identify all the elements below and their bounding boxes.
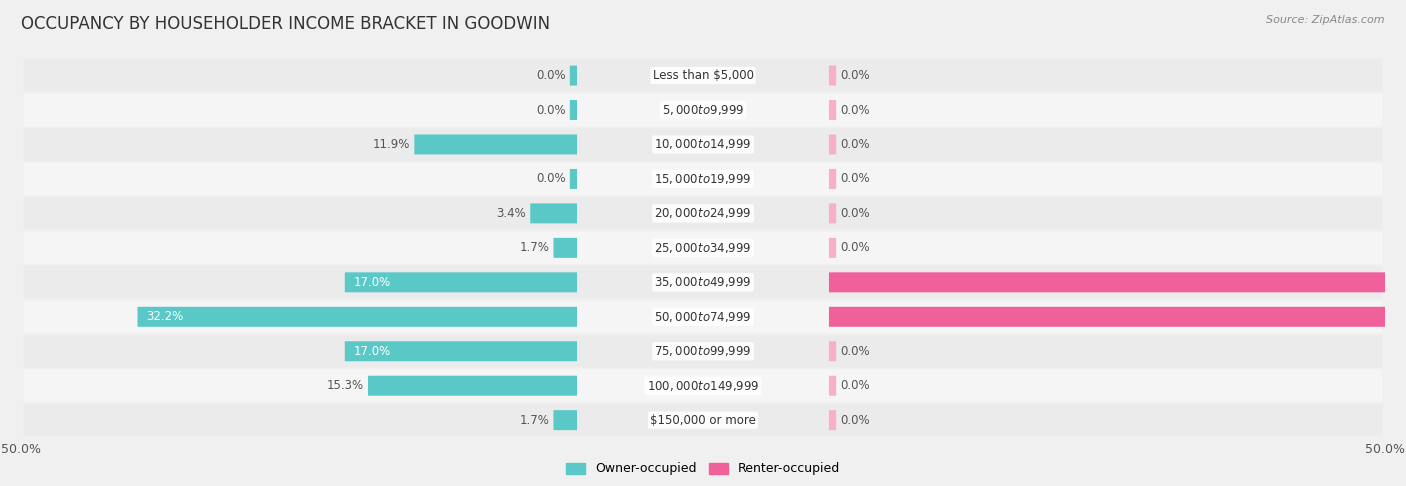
Text: $5,000 to $9,999: $5,000 to $9,999 [662, 103, 744, 117]
Text: 0.0%: 0.0% [839, 242, 870, 254]
Legend: Owner-occupied, Renter-occupied: Owner-occupied, Renter-occupied [561, 457, 845, 481]
Text: 1.7%: 1.7% [520, 414, 550, 427]
FancyBboxPatch shape [24, 369, 1382, 402]
FancyBboxPatch shape [569, 66, 576, 86]
Text: 0.0%: 0.0% [536, 173, 567, 186]
FancyBboxPatch shape [830, 376, 837, 396]
Text: 0.0%: 0.0% [839, 345, 870, 358]
FancyBboxPatch shape [24, 404, 1382, 436]
Text: Source: ZipAtlas.com: Source: ZipAtlas.com [1267, 15, 1385, 25]
Text: 0.0%: 0.0% [839, 379, 870, 392]
FancyBboxPatch shape [344, 272, 576, 292]
Text: 32.2%: 32.2% [146, 310, 183, 323]
FancyBboxPatch shape [830, 238, 837, 258]
Text: Less than $5,000: Less than $5,000 [652, 69, 754, 82]
Text: $100,000 to $149,999: $100,000 to $149,999 [647, 379, 759, 393]
FancyBboxPatch shape [830, 204, 837, 224]
FancyBboxPatch shape [344, 341, 576, 361]
FancyBboxPatch shape [830, 341, 837, 361]
FancyBboxPatch shape [554, 238, 576, 258]
FancyBboxPatch shape [368, 376, 576, 396]
FancyBboxPatch shape [24, 266, 1382, 298]
Text: $50,000 to $74,999: $50,000 to $74,999 [654, 310, 752, 324]
Text: 0.0%: 0.0% [536, 69, 567, 82]
Text: 0.0%: 0.0% [839, 414, 870, 427]
FancyBboxPatch shape [830, 169, 837, 189]
FancyBboxPatch shape [24, 300, 1382, 333]
Text: 17.0%: 17.0% [353, 345, 391, 358]
Text: 0.0%: 0.0% [839, 207, 870, 220]
Text: 0.0%: 0.0% [839, 69, 870, 82]
FancyBboxPatch shape [830, 307, 1406, 327]
FancyBboxPatch shape [554, 410, 576, 430]
FancyBboxPatch shape [830, 272, 1406, 292]
Text: 17.0%: 17.0% [353, 276, 391, 289]
FancyBboxPatch shape [138, 307, 576, 327]
FancyBboxPatch shape [830, 410, 837, 430]
FancyBboxPatch shape [24, 163, 1382, 195]
Text: $10,000 to $14,999: $10,000 to $14,999 [654, 138, 752, 152]
Text: 11.9%: 11.9% [373, 138, 411, 151]
FancyBboxPatch shape [24, 197, 1382, 229]
FancyBboxPatch shape [530, 204, 576, 224]
Text: 0.0%: 0.0% [839, 138, 870, 151]
Text: 0.0%: 0.0% [839, 104, 870, 117]
Text: 0.0%: 0.0% [536, 104, 567, 117]
FancyBboxPatch shape [830, 135, 837, 155]
FancyBboxPatch shape [24, 59, 1382, 92]
Text: $75,000 to $99,999: $75,000 to $99,999 [654, 344, 752, 358]
Text: $25,000 to $34,999: $25,000 to $34,999 [654, 241, 752, 255]
Text: $35,000 to $49,999: $35,000 to $49,999 [654, 276, 752, 289]
Text: $150,000 or more: $150,000 or more [650, 414, 756, 427]
FancyBboxPatch shape [24, 232, 1382, 264]
FancyBboxPatch shape [24, 128, 1382, 161]
Text: 1.7%: 1.7% [520, 242, 550, 254]
FancyBboxPatch shape [24, 335, 1382, 367]
FancyBboxPatch shape [569, 100, 576, 120]
Text: 0.0%: 0.0% [839, 173, 870, 186]
Text: $20,000 to $24,999: $20,000 to $24,999 [654, 207, 752, 220]
FancyBboxPatch shape [24, 94, 1382, 126]
FancyBboxPatch shape [830, 100, 837, 120]
FancyBboxPatch shape [415, 135, 576, 155]
Text: $15,000 to $19,999: $15,000 to $19,999 [654, 172, 752, 186]
Text: 15.3%: 15.3% [328, 379, 364, 392]
Text: OCCUPANCY BY HOUSEHOLDER INCOME BRACKET IN GOODWIN: OCCUPANCY BY HOUSEHOLDER INCOME BRACKET … [21, 15, 550, 33]
FancyBboxPatch shape [830, 66, 837, 86]
FancyBboxPatch shape [569, 169, 576, 189]
Text: 3.4%: 3.4% [496, 207, 526, 220]
